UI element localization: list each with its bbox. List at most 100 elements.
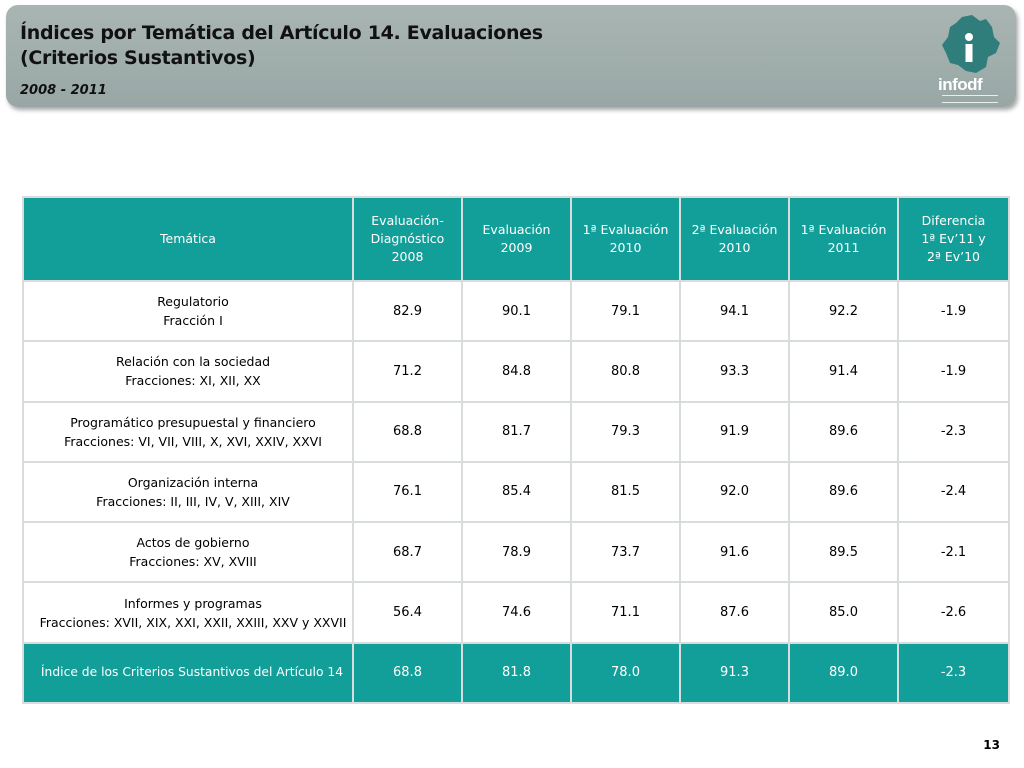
page-title-line-2: (Criterios Sustantivos) [20,47,256,69]
value-cell: 84.8 [461,340,572,403]
value-cell: 79.1 [570,279,681,343]
value-cell: 68.8 [352,400,463,463]
column-header-line: Evaluación [482,222,551,237]
column-header-line: 1ª Evaluación [800,222,887,237]
column-header-line: 2010 [609,240,642,255]
value-cell: 91.6 [679,521,790,584]
column-header-line: Temática [160,231,216,246]
value-cell: 74.6 [461,581,572,644]
total-value-cell: 68.8 [352,641,463,705]
value-cell: 92.2 [788,279,899,343]
column-header-line: 2ª Ev’10 [927,249,980,264]
topic-cell: Regulatorio Fracción I [22,279,354,343]
value-cell: 82.9 [352,279,463,343]
column-header-line: 1ª Ev’11 y [921,231,986,246]
value-cell: -2.6 [897,581,1010,644]
topic-fractions: Fracciones: XI, XII, XX [125,373,261,389]
column-header: 2ª Evaluación 2010 [679,196,790,282]
value-cell: 71.2 [352,340,463,403]
value-cell: 73.7 [570,521,681,584]
value-cell: 92.0 [679,460,790,524]
column-header: 1ª Evaluación 2011 [788,196,899,282]
value-cell: -2.1 [897,521,1010,584]
value-cell: 68.7 [352,521,463,584]
logo-tagline-mark [942,95,998,103]
column-header-line: Diagnóstico [370,231,445,246]
topic-cell: Actos de gobierno Fracciones: XV, XVIII [22,521,354,584]
column-header-line: 2ª Evaluación [691,222,778,237]
page-number: 13 [983,738,1000,752]
total-value-cell: 89.0 [788,641,899,705]
topic-fractions: Fracciones: XVII, XIX, XXI, XXII, XXIII,… [39,614,347,630]
column-header-line: 2011 [827,240,860,255]
table-row: Relación con la sociedad Fracciones: XI, … [22,340,1010,403]
value-cell: 89.5 [788,521,899,584]
value-cell: 85.4 [461,460,572,524]
value-cell: -1.9 [897,279,1010,343]
column-header: Diferencia 1ª Ev’11 y 2ª Ev’10 [897,196,1010,282]
infodf-logo: infodf [936,13,1006,105]
value-cell: 56.4 [352,581,463,644]
topic-name: Regulatorio [157,294,229,310]
evaluation-index-table: Temática Evaluación- Diagnóstico 2008 Evalua… [22,196,1010,705]
value-cell: 91.4 [788,340,899,403]
topic-name: Relación con la sociedad [115,354,271,370]
total-value-cell: 78.0 [570,641,681,705]
page-subtitle: 2008 - 2011 [20,83,107,98]
topic-name: Programático presupuestal y financiero [70,414,316,430]
column-header: 1ª Evaluación 2010 [570,196,681,282]
value-cell: 81.5 [570,460,681,524]
total-label: Índice de los Criterios Sustantivos del … [22,641,354,705]
value-cell: 93.3 [679,340,790,403]
value-cell: -2.3 [897,400,1010,463]
column-header: Evaluación 2009 [461,196,572,282]
total-value-cell: 91.3 [679,641,790,705]
value-cell: 87.6 [679,581,790,644]
table-header-row: Temática Evaluación- Diagnóstico 2008 Evalua… [22,196,1010,282]
total-value-cell: -2.3 [897,641,1010,705]
column-header-line: Diferencia [921,213,986,228]
topic-cell: Programático presupuestal y financiero Fr… [22,400,354,463]
value-cell: 76.1 [352,460,463,524]
value-cell: 89.6 [788,400,899,463]
total-row: Índice de los Criterios Sustantivos del … [22,641,1010,705]
topic-fractions: Fracciones: VI, VII, VIII, X, XVI, XXIV,… [64,433,322,449]
topic-name: Informes y programas [124,595,262,611]
table-row: Organización interna Fracciones: II, III,… [22,460,1010,524]
value-cell: 81.7 [461,400,572,463]
value-cell: 85.0 [788,581,899,644]
topic-name: Organización interna [127,474,259,490]
column-header-line: Evaluación- [371,213,444,228]
topic-cell: Informes y programas Fracciones: XVII, XI… [22,581,354,644]
page-title-line-1: Índices por Temática del Artículo 14. Ev… [20,22,543,44]
table-row: Informes y programas Fracciones: XVII, XI… [22,581,1010,644]
table-row: Programático presupuestal y financiero Fr… [22,400,1010,463]
column-header-line: 2008 [391,249,424,264]
topic-cell: Relación con la sociedad Fracciones: XI, … [22,340,354,403]
column-header: Temática [22,196,354,282]
topic-cell: Organización interna Fracciones: II, III,… [22,460,354,524]
value-cell: 91.9 [679,400,790,463]
value-cell: 79.3 [570,400,681,463]
logo-wordmark: infodf [938,75,983,94]
table-row: Actos de gobierno Fracciones: XV, XVIII 68… [22,521,1010,584]
map-silhouette-icon [942,15,1000,73]
column-header-line: 2010 [718,240,751,255]
value-cell: 71.1 [570,581,681,644]
value-cell: 89.6 [788,460,899,524]
column-header: Evaluación- Diagnóstico 2008 [352,196,463,282]
topic-fractions: Fracciones: XV, XVIII [129,554,257,570]
table-row: Regulatorio Fracción I 82.9 90.1 79.1 94.1 92.… [22,279,1010,343]
value-cell: 78.9 [461,521,572,584]
value-cell: 80.8 [570,340,681,403]
value-cell: -1.9 [897,340,1010,403]
total-value-cell: 81.8 [461,641,572,705]
title-banner: Índices por Temática del Artículo 14. Ev… [6,5,1016,107]
column-header-line: 1ª Evaluación [582,222,669,237]
page-title: Índices por Temática del Artículo 14. Ev… [20,21,543,71]
value-cell: 90.1 [461,279,572,343]
value-cell: 94.1 [679,279,790,343]
value-cell: -2.4 [897,460,1010,524]
topic-fractions: Fracción I [163,313,223,329]
topic-fractions: Fracciones: II, III, IV, V, XIII, XIV [96,493,290,509]
